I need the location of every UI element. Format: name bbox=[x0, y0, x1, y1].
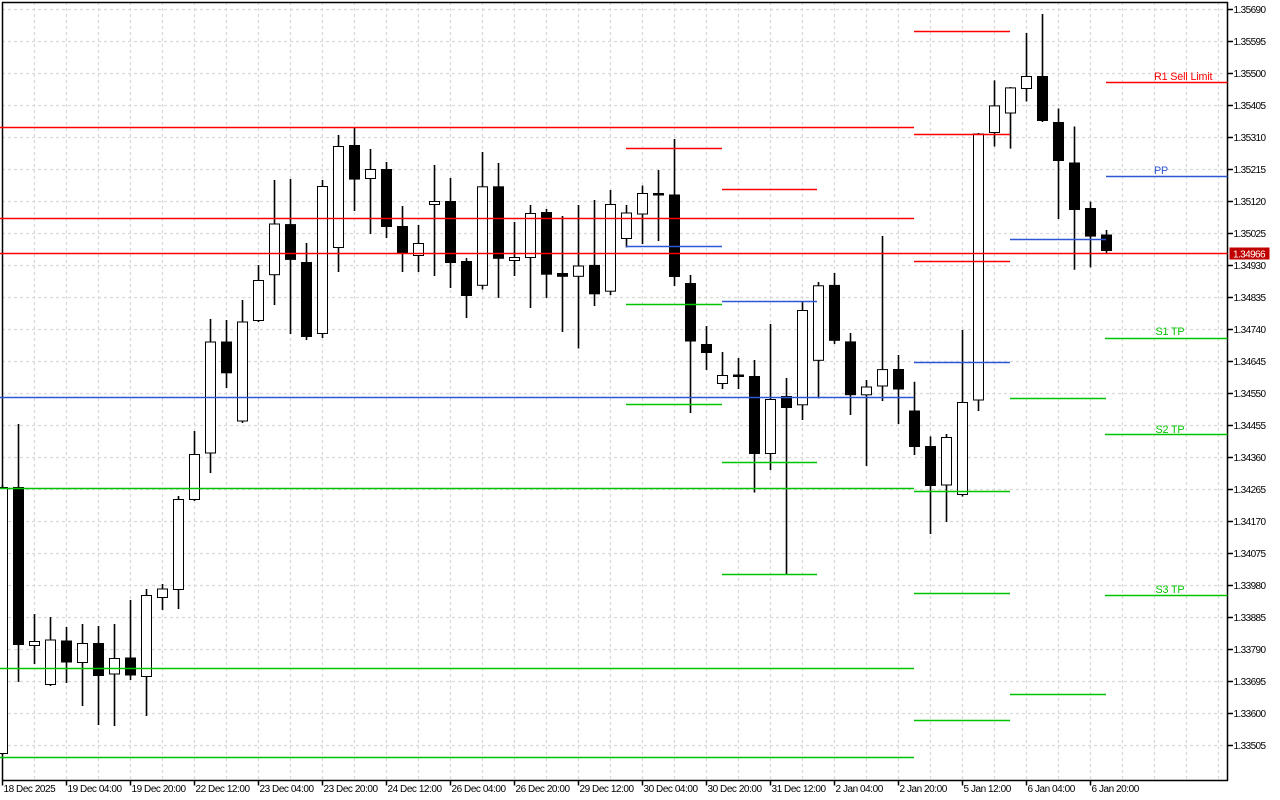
svg-text:1.34740: 1.34740 bbox=[1234, 325, 1267, 336]
svg-text:26 Dec 04:00: 26 Dec 04:00 bbox=[452, 784, 507, 795]
svg-text:31 Dec 12:00: 31 Dec 12:00 bbox=[772, 784, 827, 795]
svg-text:1.35690: 1.35690 bbox=[1234, 5, 1267, 16]
svg-text:S2 TP: S2 TP bbox=[1156, 424, 1185, 436]
svg-text:1.34075: 1.34075 bbox=[1234, 549, 1267, 560]
svg-text:24 Dec 12:00: 24 Dec 12:00 bbox=[388, 784, 443, 795]
svg-text:1.35595: 1.35595 bbox=[1234, 37, 1267, 48]
svg-text:1.33505: 1.33505 bbox=[1234, 741, 1267, 752]
svg-text:1.35405: 1.35405 bbox=[1234, 101, 1267, 112]
svg-text:2 Jan 04:00: 2 Jan 04:00 bbox=[836, 784, 884, 795]
svg-text:1.35120: 1.35120 bbox=[1234, 197, 1267, 208]
svg-text:1.33885: 1.33885 bbox=[1234, 613, 1267, 624]
svg-text:1.35500: 1.35500 bbox=[1234, 69, 1267, 80]
svg-text:1.34265: 1.34265 bbox=[1234, 485, 1267, 496]
svg-text:30 Dec 04:00: 30 Dec 04:00 bbox=[644, 784, 699, 795]
svg-text:S3 TP: S3 TP bbox=[1156, 584, 1185, 596]
svg-text:1.33980: 1.33980 bbox=[1234, 581, 1267, 592]
svg-text:1.33790: 1.33790 bbox=[1234, 645, 1267, 656]
svg-text:1.35215: 1.35215 bbox=[1234, 165, 1267, 176]
svg-text:S1 TP: S1 TP bbox=[1156, 326, 1185, 338]
svg-text:R1 Sell Limit: R1 Sell Limit bbox=[1154, 71, 1213, 83]
svg-text:29 Dec 12:00: 29 Dec 12:00 bbox=[580, 784, 635, 795]
svg-text:1.34966: 1.34966 bbox=[1233, 250, 1266, 261]
svg-text:6 Jan 04:00: 6 Jan 04:00 bbox=[1028, 784, 1076, 795]
svg-text:30 Dec 20:00: 30 Dec 20:00 bbox=[708, 784, 763, 795]
svg-text:2 Jan 20:00: 2 Jan 20:00 bbox=[900, 784, 948, 795]
svg-text:6 Jan 20:00: 6 Jan 20:00 bbox=[1092, 784, 1140, 795]
svg-text:1.34360: 1.34360 bbox=[1234, 453, 1267, 464]
svg-text:1.33600: 1.33600 bbox=[1234, 709, 1267, 720]
svg-text:1.34930: 1.34930 bbox=[1234, 261, 1267, 272]
svg-text:23 Dec 04:00: 23 Dec 04:00 bbox=[260, 784, 315, 795]
svg-text:1.34645: 1.34645 bbox=[1234, 357, 1267, 368]
svg-text:1.35025: 1.35025 bbox=[1234, 229, 1267, 240]
svg-text:19 Dec 04:00: 19 Dec 04:00 bbox=[68, 784, 123, 795]
svg-text:1.34835: 1.34835 bbox=[1234, 293, 1267, 304]
svg-text:23 Dec 20:00: 23 Dec 20:00 bbox=[324, 784, 379, 795]
svg-text:5 Jan 12:00: 5 Jan 12:00 bbox=[964, 784, 1012, 795]
svg-text:26 Dec 20:00: 26 Dec 20:00 bbox=[516, 784, 571, 795]
svg-text:1.33695: 1.33695 bbox=[1234, 677, 1267, 688]
svg-text:18 Dec 2025: 18 Dec 2025 bbox=[4, 784, 57, 795]
svg-text:1.35310: 1.35310 bbox=[1234, 133, 1267, 144]
svg-text:1.34170: 1.34170 bbox=[1234, 517, 1267, 528]
svg-text:PP: PP bbox=[1154, 165, 1168, 177]
svg-text:22 Dec 12:00: 22 Dec 12:00 bbox=[196, 784, 251, 795]
svg-text:1.34550: 1.34550 bbox=[1234, 389, 1267, 400]
svg-text:1.34455: 1.34455 bbox=[1234, 421, 1267, 432]
svg-text:19 Dec 20:00: 19 Dec 20:00 bbox=[132, 784, 187, 795]
